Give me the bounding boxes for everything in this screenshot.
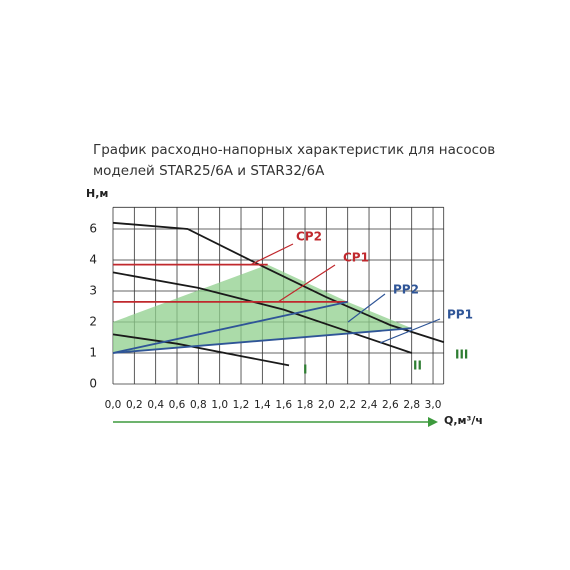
- y-tick-label: 4: [89, 253, 97, 267]
- x-tick-label: 2,0: [318, 399, 335, 411]
- x-tick-label: 2,2: [339, 399, 356, 411]
- x-tick-label: 0,2: [126, 399, 143, 411]
- x-tick-label: 0,0: [105, 399, 122, 411]
- chart-title: График расходно-напорных характеристик д…: [93, 142, 495, 158]
- curve: [112, 300, 348, 354]
- y-tick-label: 6: [89, 222, 97, 236]
- series-label: I: [303, 363, 307, 377]
- x-tick-label: 0,6: [169, 399, 186, 411]
- series-label: II: [413, 359, 422, 373]
- x-tick-label: 1,4: [254, 399, 271, 411]
- y-tick-label: 0: [89, 377, 97, 391]
- chart-subtitle: моделей STAR25/6A и STAR32/6A: [93, 163, 325, 179]
- curve: [112, 333, 290, 367]
- leader-line: [379, 318, 441, 344]
- operating-region: [113, 264, 412, 353]
- leader-line: [249, 243, 294, 266]
- y-tick-label: 3: [89, 284, 97, 298]
- x-tick-label: 2,6: [382, 399, 399, 411]
- curve: [112, 221, 444, 344]
- x-tick-label: 0,4: [147, 399, 164, 411]
- curve: [112, 327, 412, 354]
- series-label: PP2: [393, 283, 419, 297]
- series-label: CP2: [296, 230, 322, 244]
- y-tick-label: 2: [89, 315, 97, 329]
- curve: [112, 271, 412, 354]
- x-arrow-head: [428, 417, 438, 427]
- x-axis-label: Q,м³/ч: [444, 414, 483, 427]
- series-label: CP1: [343, 251, 369, 265]
- x-tick-label: 3,0: [425, 399, 442, 411]
- series-label: PP1: [447, 308, 473, 322]
- x-tick-label: 1,0: [211, 399, 228, 411]
- x-tick-label: 1,2: [233, 399, 250, 411]
- y-axis-label: H,м: [86, 187, 108, 200]
- x-tick-label: 1,6: [275, 399, 292, 411]
- leader-line: [277, 264, 336, 303]
- x-tick-label: 2,4: [361, 399, 378, 411]
- series-label: III: [455, 348, 468, 362]
- x-tick-label: 1,8: [297, 399, 314, 411]
- y-tick-label: 1: [89, 346, 97, 360]
- leader-line: [347, 293, 386, 323]
- x-tick-label: 0,8: [190, 399, 207, 411]
- x-tick-label: 2,8: [403, 399, 420, 411]
